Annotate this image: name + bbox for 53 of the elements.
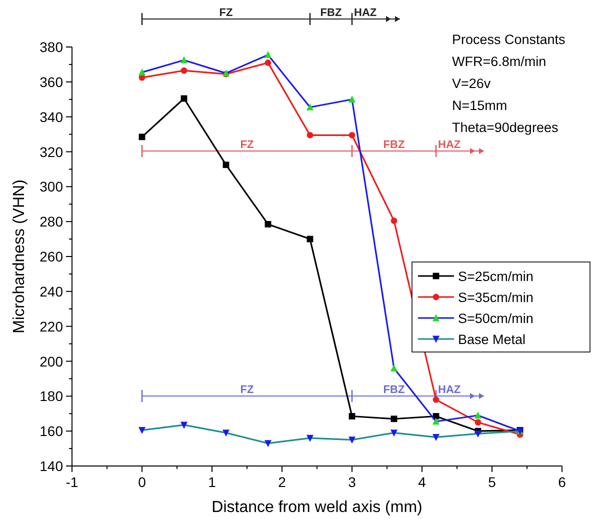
point (264, 60, 272, 66)
point (180, 67, 188, 74)
annotation: Theta=90degrees (452, 120, 558, 135)
y-tick-label: 360 (40, 74, 64, 90)
annotation: FZ (240, 384, 254, 396)
y-tick-label: 380 (40, 39, 64, 55)
point (222, 162, 230, 168)
legend-label: Base Metal (458, 332, 526, 347)
annotation: HAZ (438, 384, 461, 396)
y-tick-label: 220 (40, 318, 64, 334)
annotation: FBZ (383, 384, 405, 396)
legend-label: S=25cm/min (458, 269, 534, 284)
point (432, 396, 440, 403)
annotation: Process Constants (452, 32, 566, 47)
y-tick-label: 280 (40, 214, 64, 230)
text: FZ (219, 7, 233, 19)
x-axis-title: Distance from weld axis (mm) (212, 499, 422, 516)
point (264, 221, 272, 228)
annotation: N=15mm (452, 98, 508, 113)
y-tick-label: 160 (40, 423, 64, 440)
point (348, 413, 356, 420)
y-tick-label: 200 (40, 353, 64, 370)
annotation: HAZ (438, 139, 461, 151)
x-tick-label: 1 (208, 474, 216, 490)
x-tick-label: 0 (138, 474, 146, 490)
annotation: FZ (240, 139, 254, 151)
legend-label: S=50cm/min (458, 311, 534, 326)
y-tick-label: 240 (40, 283, 64, 300)
point (390, 416, 398, 422)
annotation: FBZ (383, 139, 405, 151)
y-axis-title: Microhardness (VHN) (11, 180, 28, 334)
x-tick-label: 2 (278, 474, 286, 490)
point (390, 218, 398, 224)
point (306, 132, 314, 138)
y-tick-label: 180 (40, 388, 64, 404)
text: FBZ (320, 7, 342, 19)
x-tick-label: 6 (558, 474, 566, 490)
y-tick-label: 340 (40, 108, 64, 125)
legend-label: S=35cm/min (458, 290, 534, 305)
text: HAZ (354, 7, 377, 19)
x-tick-label: 3 (348, 474, 356, 490)
x-tick-label: 5 (488, 474, 496, 490)
point (348, 132, 356, 138)
x-tick-label: 4 (418, 474, 426, 490)
x-tick-label: -1 (66, 474, 78, 490)
annotation: WFR=6.8m/min (452, 54, 546, 69)
point (474, 419, 482, 426)
y-tick-label: 320 (40, 144, 64, 160)
y-tick-label: 140 (40, 458, 64, 474)
annotation: V=26v (452, 76, 491, 91)
point (138, 134, 146, 140)
y-tick-label: 260 (40, 248, 64, 264)
y-tick-label: 300 (40, 178, 64, 195)
